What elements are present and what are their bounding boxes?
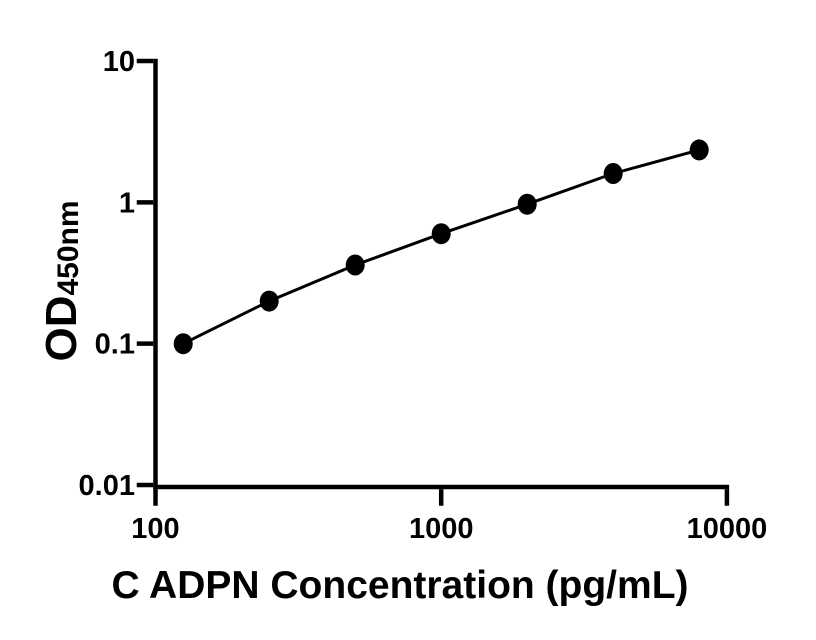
data-point — [345, 254, 365, 276]
y-tick-label: 1 — [119, 187, 135, 219]
y-axis: 10 1 0.1 0.01 — [79, 46, 158, 502]
y-axis-title-subscript: 450nm — [52, 200, 85, 295]
data-point — [259, 290, 279, 312]
data-point — [431, 223, 451, 245]
y-tick-label: 10 — [103, 46, 135, 78]
data-point — [173, 333, 193, 355]
y-axis-title-main: OD — [37, 296, 86, 362]
x-tick-label: 1000 — [409, 513, 474, 545]
x-tick-label: 10000 — [687, 513, 768, 545]
data-point — [603, 163, 623, 184]
data-point — [689, 139, 709, 161]
x-axis: 100 1000 10000 — [131, 484, 768, 545]
series-standard-curve — [173, 139, 709, 355]
x-tick-label: 100 — [131, 513, 179, 545]
data-point — [517, 193, 537, 215]
y-tick-label: 0.1 — [95, 329, 135, 361]
y-axis-title: OD450nm — [37, 200, 86, 361]
y-tick-label: 0.01 — [79, 470, 135, 502]
x-axis-title: C ADPN Concentration (pg/mL) — [111, 564, 688, 607]
